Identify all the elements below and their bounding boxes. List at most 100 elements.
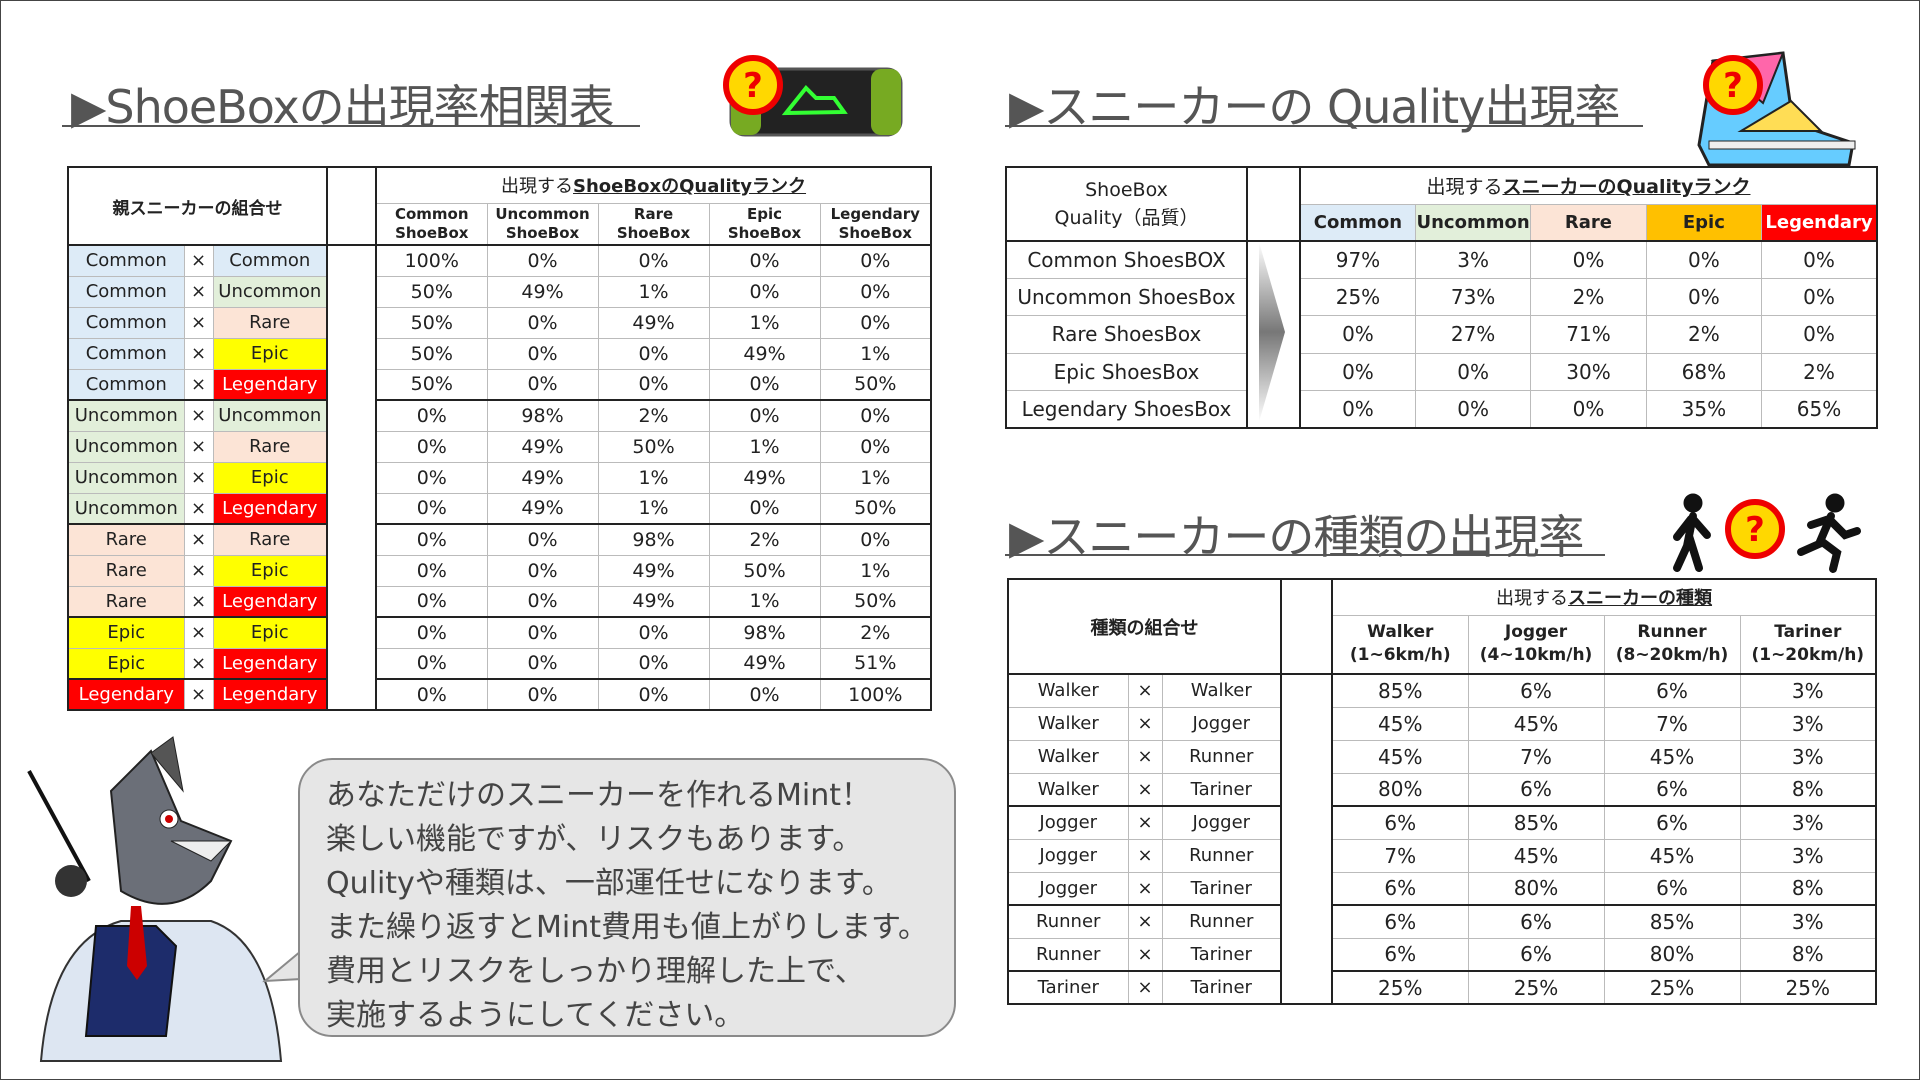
data-row: Legendary × Legendary 0% 0% 0% 0% 100% — [67, 678, 932, 711]
rate-cell: 98% — [708, 616, 821, 649]
cross: × — [183, 244, 214, 277]
parent-a: Runner — [1007, 937, 1129, 972]
rate-cell: 0% — [1414, 352, 1532, 392]
rate-cell: 3% — [1739, 673, 1877, 708]
row-label: Rare ShoesBox — [1005, 315, 1248, 354]
parent-a: Common — [67, 306, 185, 339]
parent-a: Tariner — [1007, 970, 1129, 1005]
parent-a: Uncommon — [67, 399, 185, 432]
parent-header: 種類の組合せ — [1007, 578, 1282, 675]
rate-cell: 50% — [819, 368, 932, 401]
header-line: Runner — [1637, 622, 1707, 643]
parent-b: Legendary — [212, 678, 328, 711]
parent-b: Tariner — [1161, 871, 1282, 906]
cross: × — [1127, 706, 1163, 741]
rate-cell: 0% — [819, 244, 932, 277]
bubble-line: 費用とリスクをしっかり理解した上で、 — [326, 954, 865, 989]
rate-cell: 85% — [1603, 904, 1741, 939]
data-row: Tariner × Tariner 25% 25% 25% 25% — [1007, 970, 1877, 1005]
title-underline — [1005, 554, 1605, 556]
rate-cell: 0% — [597, 678, 710, 711]
result-header: 出現するスニーカーの種類 — [1331, 578, 1877, 616]
rate-cell: 1% — [708, 430, 821, 463]
rate-cell: 7% — [1467, 739, 1605, 774]
cross: × — [1127, 970, 1163, 1005]
rate-cell: 49% — [708, 647, 821, 680]
data-row: Epic ShoesBox 0% 0% 30% 68% 2% — [1005, 352, 1878, 392]
parent-a: Walker — [1007, 739, 1129, 774]
column-header: Common ShoeBox — [375, 202, 488, 246]
rate-cell: 0% — [375, 585, 488, 618]
rate-cell: 6% — [1331, 937, 1469, 972]
rate-cell: 0% — [486, 368, 599, 401]
parent-a: Common — [67, 337, 185, 370]
data-row: Common × Epic 50% 0% 0% 49% 1% — [67, 337, 932, 370]
rate-cell: 0% — [486, 678, 599, 711]
header-line: (4~10km/h) — [1479, 645, 1593, 666]
parent-b: Epic — [212, 337, 328, 370]
gap-cell — [1280, 578, 1334, 675]
cross: × — [1127, 772, 1163, 807]
column-header: Uncommon ShoeBox — [486, 202, 599, 246]
rate-cell: 0% — [597, 616, 710, 649]
parent-b: Uncommon — [212, 275, 328, 308]
rate-cell: 100% — [375, 244, 488, 277]
header-line: (1~20km/h) — [1751, 645, 1865, 666]
quality-header: Legendary — [1761, 203, 1878, 242]
header-line: Uncommon — [495, 204, 590, 223]
parent-b: Tariner — [1161, 772, 1282, 807]
data-row: Walker × Tariner 80% 6% 6% 8% — [1007, 772, 1877, 807]
rate-cell: 25% — [1299, 277, 1416, 317]
data-table: ShoeBox Quality（品質） 出現するスニーカーのQualityランク Co… — [1005, 166, 1878, 429]
rate-cell: 3% — [1414, 240, 1532, 279]
table-body: 親スニーカーの組合せ 出現するShoeBoxのQualityランク Common Sh… — [67, 166, 932, 711]
data-row: Walker × Runner 45% 7% 45% 3% — [1007, 739, 1877, 774]
rate-cell: 0% — [486, 523, 599, 556]
rate-cell: 45% — [1603, 838, 1741, 873]
gap-cell — [326, 244, 378, 711]
parent-header: 親スニーカーの組合せ — [67, 166, 328, 246]
icon-mark: ? — [1745, 510, 1765, 550]
data-row: Jogger × Tariner 6% 80% 6% 8% — [1007, 871, 1877, 906]
parent-a: Common — [67, 368, 185, 401]
cross: × — [183, 337, 214, 370]
cross: × — [183, 678, 214, 711]
rate-cell: 7% — [1603, 706, 1741, 741]
column-header: Jogger (4~10km/h) — [1467, 614, 1605, 675]
rate-cell: 30% — [1530, 352, 1647, 392]
row-label: Legendary ShoesBox — [1005, 390, 1248, 429]
parent-b: Tariner — [1161, 937, 1282, 972]
data-row: Common × Uncommon 50% 49% 1% 0% 0% — [67, 275, 932, 308]
data-table: 親スニーカーの組合せ 出現するShoeBoxのQualityランク Common Sh… — [67, 166, 933, 711]
rate-cell: 25% — [1739, 970, 1877, 1005]
parent-b: Uncommon — [212, 399, 328, 432]
column-header: Runner (8~20km/h) — [1603, 614, 1741, 675]
header-line: Jogger — [1504, 622, 1568, 643]
rate-cell: 49% — [486, 461, 599, 494]
rate-cell: 51% — [819, 647, 932, 680]
rate-cell: 6% — [1331, 871, 1469, 906]
rate-cell: 3% — [1739, 805, 1877, 840]
rate-cell: 85% — [1467, 805, 1605, 840]
shoebox-icon: ? — [723, 55, 903, 137]
rate-cell: 0% — [486, 306, 599, 339]
rate-cell: 45% — [1467, 838, 1605, 873]
bubble-line: 実施するようにしてください。 — [326, 998, 745, 1033]
parent-a: Jogger — [1007, 838, 1129, 873]
rate-cell: 0% — [1761, 315, 1878, 354]
data-row: Uncommon × Legendary 0% 49% 1% 0% 50% — [67, 492, 932, 525]
header-prefix: 出現する — [1496, 588, 1569, 610]
parent-a: Epic — [67, 647, 185, 680]
rate-cell: 0% — [375, 647, 488, 680]
data-row: Rare × Legendary 0% 0% 49% 1% 50% — [67, 585, 932, 618]
rate-cell: 98% — [597, 523, 710, 556]
rate-cell: 8% — [1739, 871, 1877, 906]
cross: × — [1127, 937, 1163, 972]
rate-cell: 3% — [1739, 904, 1877, 939]
rate-cell: 0% — [486, 337, 599, 370]
data-row: Runner × Tariner 6% 6% 80% 8% — [1007, 937, 1877, 972]
title-underline — [1005, 125, 1643, 127]
header-line: ShoeBox — [616, 223, 691, 242]
header-line: Epic — [747, 204, 783, 223]
